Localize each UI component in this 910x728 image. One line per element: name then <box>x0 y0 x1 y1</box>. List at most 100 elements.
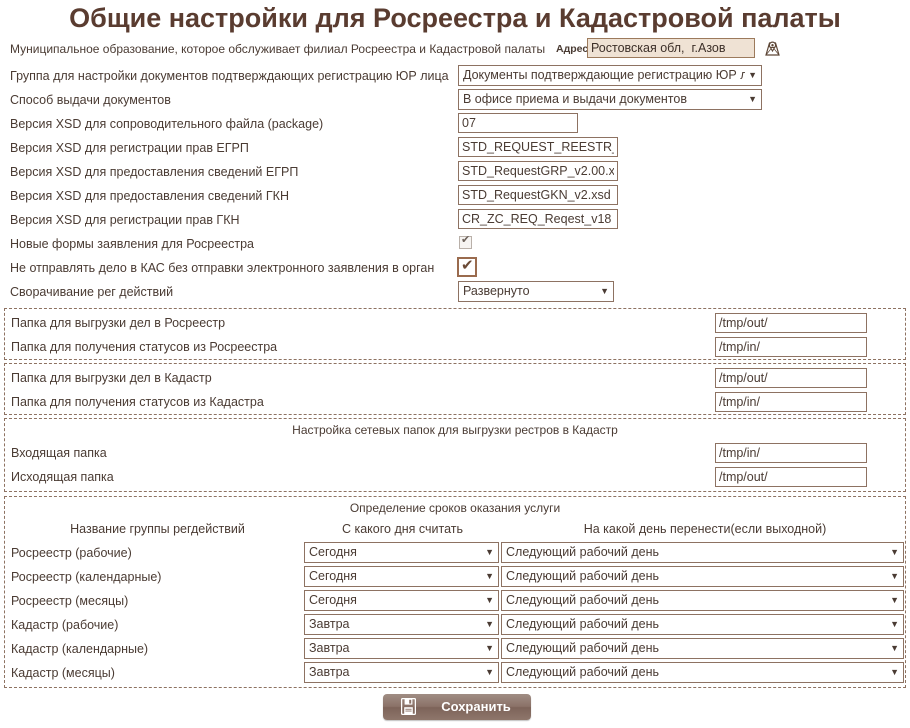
chevron-down-icon: ▼ <box>485 667 494 677</box>
setting-row-block-kas: Не отправлять дело в КАС без отправки эл… <box>0 256 910 280</box>
timing-move-value: Следующий рабочий день <box>506 569 659 583</box>
setting-row-xsd-egrp-reg: Версия XSD для регистрации прав ЕГРП <box>0 136 910 160</box>
chevron-down-icon: ▼ <box>890 571 899 581</box>
network-folders-heading: Настройка сетевых папок для выгрузки рес… <box>292 423 618 437</box>
issue-method-select[interactable]: В офисе приема и выдачи документов ▼ <box>458 89 762 110</box>
map-pin-icon[interactable] <box>763 39 782 58</box>
setting-row-new-forms: Новые формы заявления для Росреестра ✔ <box>0 232 910 256</box>
network-in-folder-input[interactable] <box>715 443 867 463</box>
timing-from-select[interactable]: Сегодня ▼ <box>304 590 499 611</box>
folder-label: Папка для получения статусов из Кадастра <box>11 395 264 409</box>
table-row: Росреестр (рабочие) Сегодня ▼ Следующий … <box>5 541 905 565</box>
timing-move-value: Следующий рабочий день <box>506 617 659 631</box>
collapse-actions-select[interactable]: Развернуто ▼ <box>458 281 614 302</box>
timing-move-select[interactable]: Следующий рабочий день ▼ <box>501 566 904 587</box>
collapse-actions-select-value: Развернуто <box>463 284 530 298</box>
folder-row-network-out: Исходящая папка <box>5 465 905 489</box>
folder-label: Папка для выгрузки дел в Росреестр <box>11 316 226 330</box>
timing-from-select[interactable]: Сегодня ▼ <box>304 542 499 563</box>
page-title: Общие настройки для Росреестра и Кадастр… <box>69 3 841 33</box>
kadastr-out-folder-input[interactable] <box>715 368 867 388</box>
timing-from-select[interactable]: Завтра ▼ <box>304 638 499 659</box>
timing-row-name: Кадастр (календарные) <box>11 642 149 656</box>
setting-row-xsd-package: Версия XSD для сопроводительного файла (… <box>0 112 910 136</box>
folder-row-rosreestr-out: Папка для выгрузки дел в Росреестр <box>5 311 905 335</box>
folder-row-kadastr-out: Папка для выгрузки дел в Кадастр <box>5 366 905 390</box>
chevron-down-icon: ▼ <box>890 547 899 557</box>
timing-from-select[interactable]: Завтра ▼ <box>304 614 499 635</box>
timing-row-name: Росреестр (календарные) <box>11 570 162 584</box>
address-input[interactable] <box>587 38 755 58</box>
xsd-package-input[interactable] <box>458 113 578 133</box>
address-field-label: Адрес <box>556 43 589 55</box>
check-icon: ✔ <box>461 257 474 274</box>
block-kas-checkbox[interactable]: ✔ <box>457 257 477 277</box>
setting-row-xsd-egrp-info: Версия XSD для предоставления сведений Е… <box>0 160 910 184</box>
chevron-down-icon: ▼ <box>485 595 494 605</box>
timing-row-name: Кадастр (рабочие) <box>11 618 119 632</box>
table-row: Кадастр (рабочие) Завтра ▼ Следующий раб… <box>5 613 905 637</box>
rosreestr-in-folder-input[interactable] <box>715 337 867 357</box>
footer-actions: Сохранить <box>0 694 910 728</box>
chevron-down-icon: ▼ <box>748 70 757 80</box>
setting-row-collapse-actions: Сворачивание рег действий Развернуто ▼ <box>0 280 910 304</box>
timing-move-select[interactable]: Следующий рабочий день ▼ <box>501 614 904 635</box>
timing-table-header: Название группы регдействий С какого дня… <box>5 519 905 541</box>
xsd-egrp-info-input[interactable] <box>458 161 618 181</box>
table-row: Кадастр (месяцы) Завтра ▼ Следующий рабо… <box>5 661 905 685</box>
rosreestr-out-folder-input[interactable] <box>715 313 867 333</box>
service-timing-panel: Определение сроков оказания услуги Назва… <box>4 496 906 688</box>
timing-from-value: Сегодня <box>309 545 357 559</box>
xsd-gkn-reg-input[interactable] <box>458 209 618 229</box>
setting-label: Сворачивание рег действий <box>10 285 174 299</box>
setting-label: Способ выдачи документов <box>10 93 171 107</box>
setting-label: Версия XSD для предоставления сведений Г… <box>10 189 289 203</box>
doc-group-select[interactable]: Документы подтверждающие регистрацию ЮР … <box>458 65 762 86</box>
timing-from-value: Завтра <box>309 665 350 679</box>
timing-col-from: С какого дня считать <box>341 522 463 536</box>
folder-row-rosreestr-in: Папка для получения статусов из Росреест… <box>5 335 905 359</box>
kadastr-folders-panel: Папка для выгрузки дел в Кадастр Папка д… <box>4 363 906 415</box>
kadastr-in-folder-input[interactable] <box>715 392 867 412</box>
timing-from-value: Сегодня <box>309 569 357 583</box>
timing-from-select[interactable]: Завтра ▼ <box>304 662 499 683</box>
setting-row-doc-group: Группа для настройки документов подтверж… <box>0 64 910 88</box>
chevron-down-icon: ▼ <box>600 286 609 296</box>
timing-move-select[interactable]: Следующий рабочий день ▼ <box>501 638 904 659</box>
chevron-down-icon: ▼ <box>890 667 899 677</box>
timing-row-name: Кадастр (месяцы) <box>11 666 115 680</box>
chevron-down-icon: ▼ <box>890 595 899 605</box>
xsd-egrp-reg-input[interactable] <box>458 137 618 157</box>
save-button[interactable]: Сохранить <box>383 694 531 720</box>
timing-move-value: Следующий рабочий день <box>506 665 659 679</box>
setting-row-issue-method: Способ выдачи документов В офисе приема … <box>0 88 910 112</box>
setting-label: Версия XSD для сопроводительного файла (… <box>10 117 324 131</box>
table-row: Кадастр (календарные) Завтра ▼ Следующий… <box>5 637 905 661</box>
setting-row-xsd-gkn-reg: Версия XSD для регистрации прав ГКН <box>0 208 910 232</box>
setting-label: Новые формы заявления для Росреестра <box>10 237 255 251</box>
folder-label: Входящая папка <box>11 446 107 460</box>
folder-label: Папка для получения статусов из Росреест… <box>11 340 278 354</box>
rosreestr-folders-panel: Папка для выгрузки дел в Росреестр Папка… <box>4 308 906 360</box>
timing-col-name: Название группы регдействий <box>70 522 245 536</box>
timing-row-name: Росреестр (рабочие) <box>11 546 132 560</box>
setting-label: Версия XSD для регистрации прав ЕГРП <box>10 141 249 155</box>
timing-move-value: Следующий рабочий день <box>506 641 659 655</box>
timing-move-value: Следующий рабочий день <box>506 593 659 607</box>
network-out-folder-input[interactable] <box>715 467 867 487</box>
xsd-gkn-info-input[interactable] <box>458 185 618 205</box>
doc-group-select-value: Документы подтверждающие регистрацию ЮР … <box>463 68 745 82</box>
timing-heading: Определение сроков оказания услуги <box>349 501 561 515</box>
new-forms-checkbox[interactable]: ✔ <box>459 234 472 249</box>
setting-label: Не отправлять дело в КАС без отправки эл… <box>10 261 435 275</box>
chevron-down-icon: ▼ <box>485 547 494 557</box>
folder-row-kadastr-in: Папка для получения статусов из Кадастра <box>5 390 905 414</box>
timing-move-select[interactable]: Следующий рабочий день ▼ <box>501 542 904 563</box>
chevron-down-icon: ▼ <box>485 643 494 653</box>
timing-from-select[interactable]: Сегодня ▼ <box>304 566 499 587</box>
timing-move-select[interactable]: Следующий рабочий день ▼ <box>501 590 904 611</box>
setting-label: Версия XSD для регистрации прав ГКН <box>10 213 240 227</box>
setting-row-xsd-gkn-info: Версия XSD для предоставления сведений Г… <box>0 184 910 208</box>
timing-move-select[interactable]: Следующий рабочий день ▼ <box>501 662 904 683</box>
timing-row-name: Росреестр (месяцы) <box>11 594 129 608</box>
